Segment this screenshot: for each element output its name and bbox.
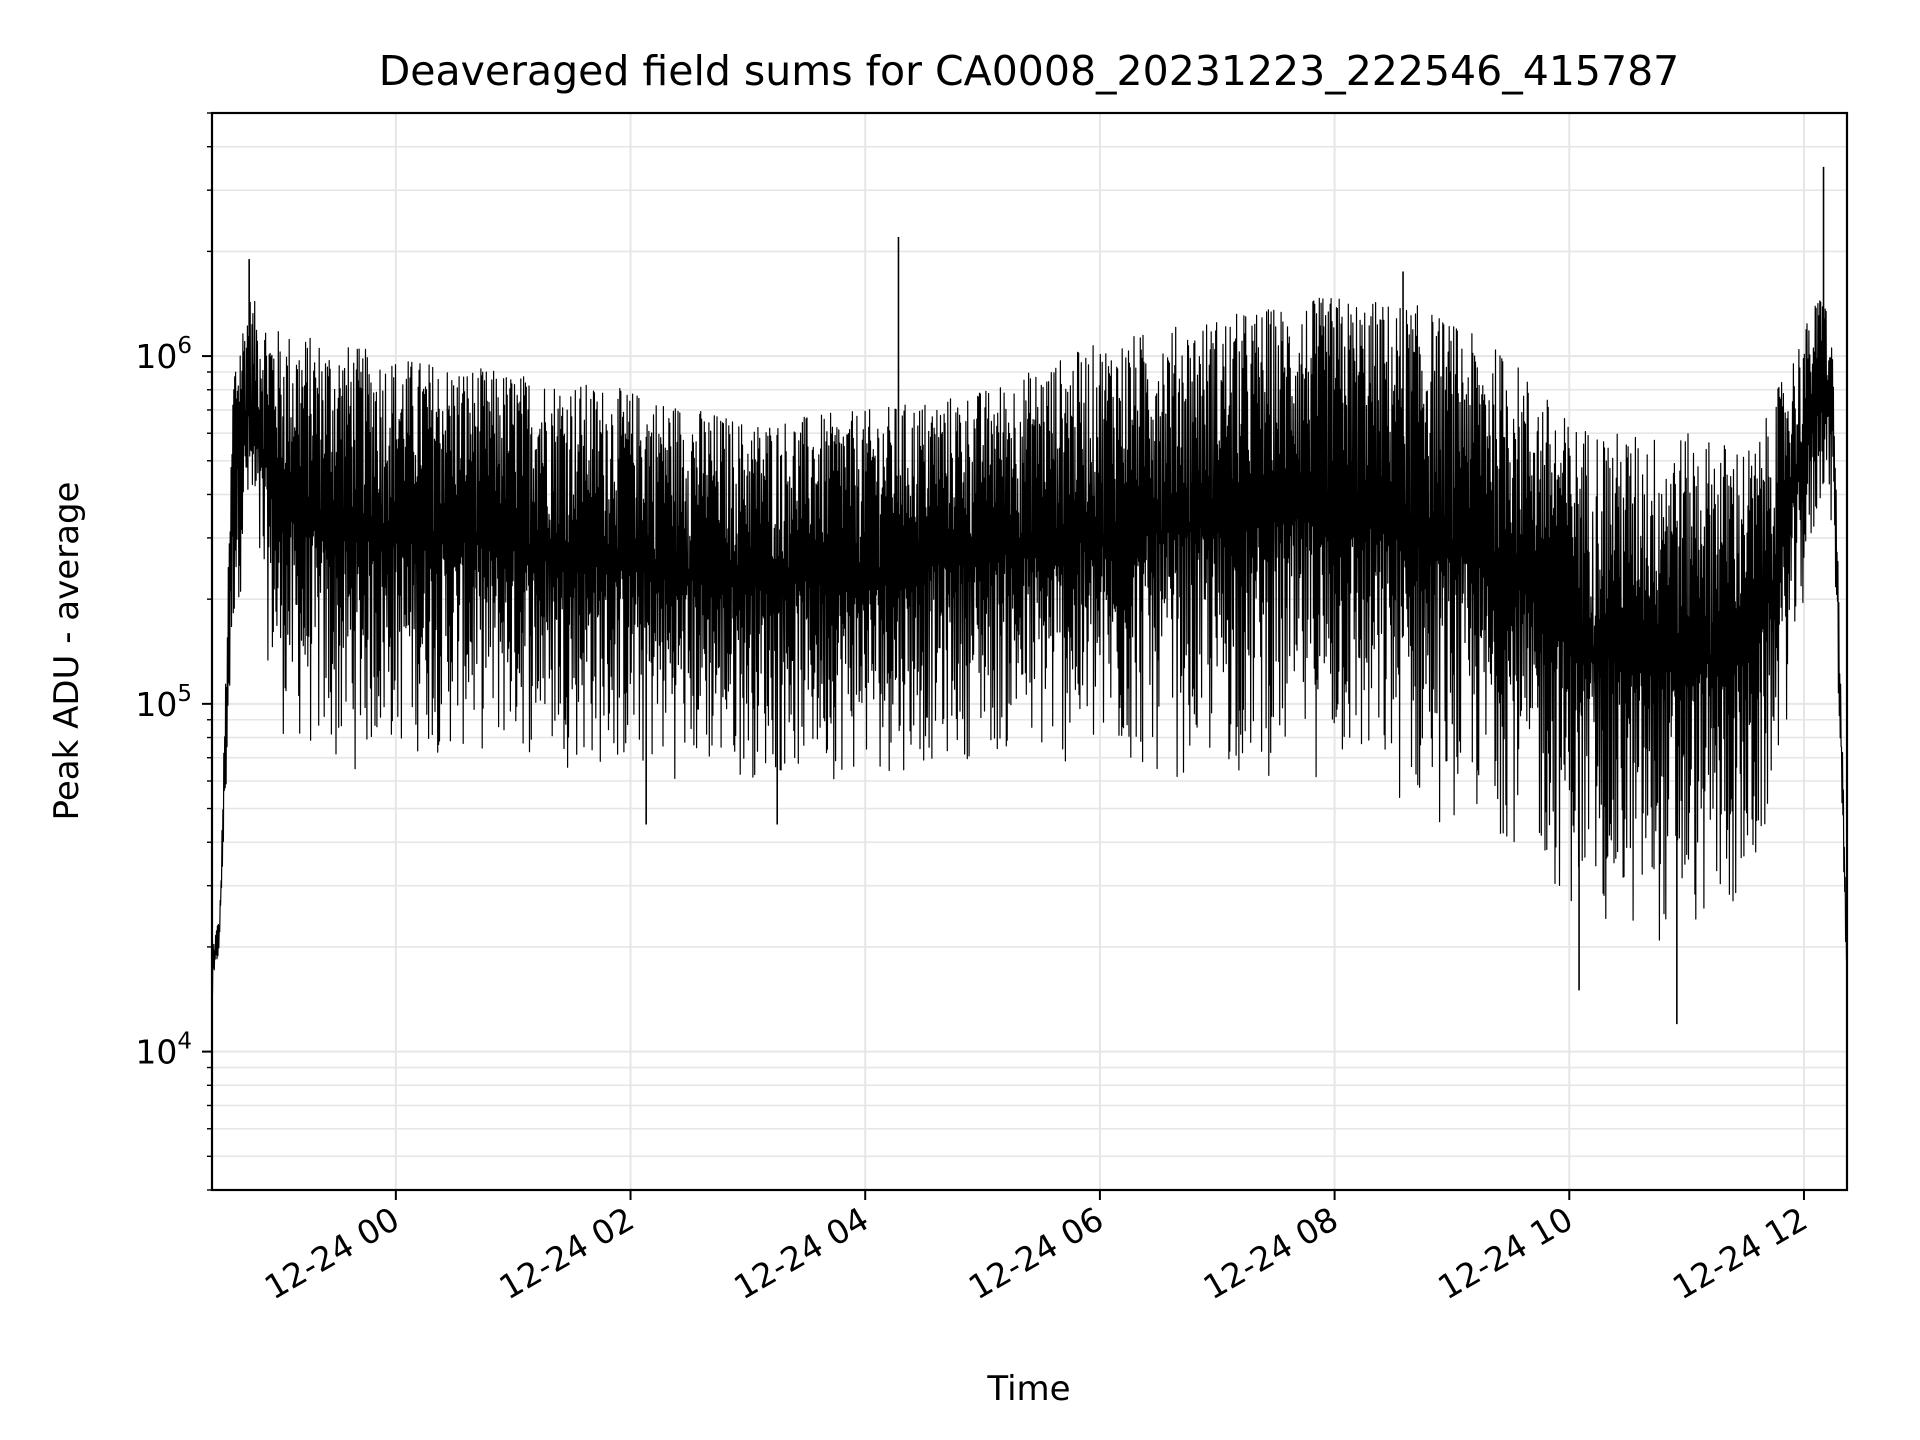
y-tick-label: 104	[135, 1029, 192, 1072]
y-tick-label: 105	[135, 681, 192, 724]
series-line	[211, 297, 1848, 994]
y-tick-label: 106	[135, 333, 192, 376]
data-series	[211, 166, 1848, 1025]
plot-frame	[210, 111, 1849, 1192]
y-axis-label: Peak ADU - average	[47, 482, 87, 821]
chart-title: Deaveraged field sums for CA0008_2023122…	[379, 47, 1680, 95]
x-axis-label: Time	[986, 1369, 1070, 1409]
